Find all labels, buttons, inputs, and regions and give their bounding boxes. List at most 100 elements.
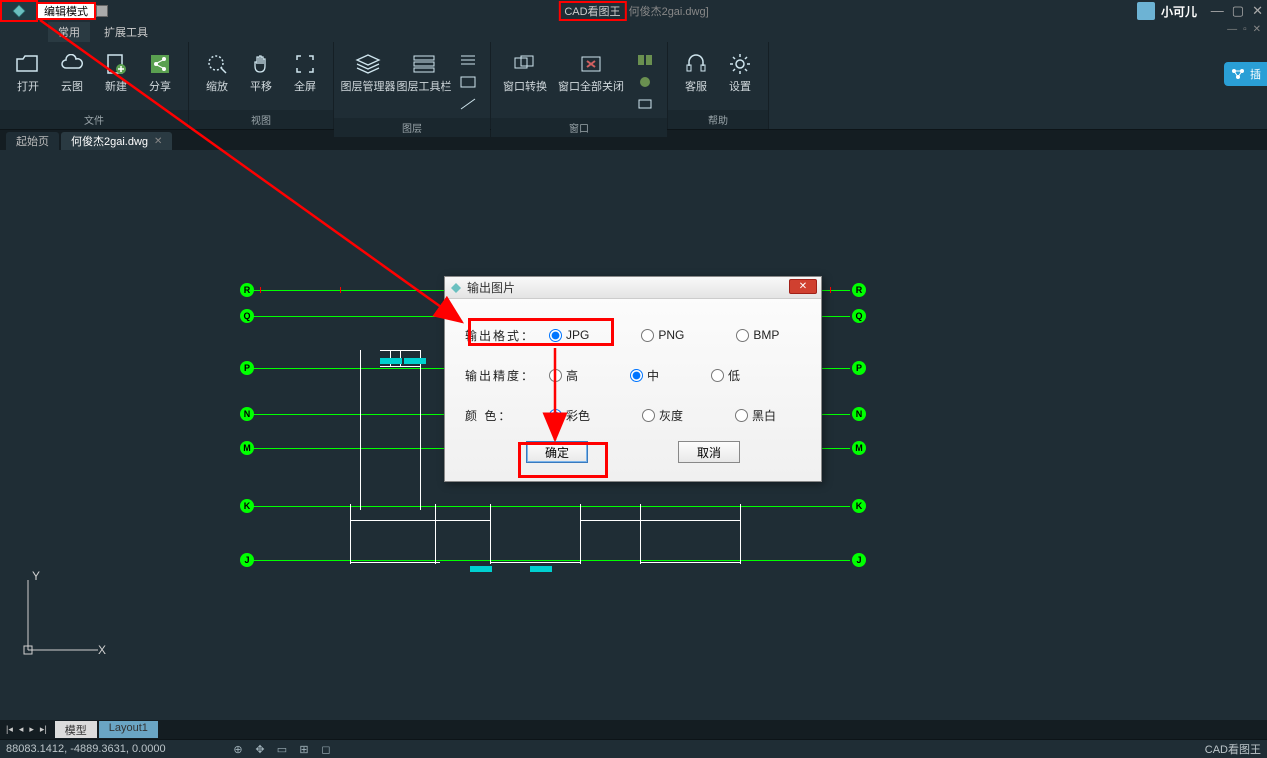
ribbon-group-file: 打开 云图 新建 分享 文件 xyxy=(0,42,189,129)
layer-q2[interactable] xyxy=(456,72,480,92)
hand-icon xyxy=(247,50,275,78)
row-format: 输出格式： JPG PNG BMP xyxy=(465,315,801,355)
dialog-title: 输出图片 xyxy=(467,279,515,296)
tool-grid[interactable]: ⊞ xyxy=(296,741,312,757)
share-button[interactable]: 分享 xyxy=(138,46,182,110)
layer-toolbar-button[interactable]: 图层工具栏 xyxy=(396,46,452,118)
new-file-icon xyxy=(102,50,130,78)
cancel-button[interactable]: 取消 xyxy=(678,441,740,463)
tool-ortho[interactable]: ◻ xyxy=(318,741,334,757)
label-color: 颜 色： xyxy=(465,407,549,424)
avatar[interactable] xyxy=(1137,2,1155,20)
label-format: 输出格式： xyxy=(465,327,549,344)
layer-q1[interactable] xyxy=(456,50,480,70)
child-close[interactable]: ✕ xyxy=(1253,24,1261,35)
child-window-controls: — ▫ ✕ xyxy=(1227,24,1261,35)
brand: CAD看图王 xyxy=(1205,741,1261,757)
window-switch-icon xyxy=(511,50,539,78)
new-button[interactable]: 新建 xyxy=(94,46,138,110)
pan-button[interactable]: 平移 xyxy=(239,46,283,110)
window-closeall-button[interactable]: 窗口全部关闭 xyxy=(553,46,629,118)
maximize-button[interactable]: ▢ xyxy=(1232,3,1244,19)
opt-gray[interactable]: 灰度 xyxy=(642,407,683,424)
menu-ext[interactable]: 扩展工具 xyxy=(94,22,158,42)
window-title: CAD看图王 何俊杰2gai.dwg] xyxy=(558,1,708,21)
tool-pan[interactable]: ✥ xyxy=(252,741,268,757)
opt-color[interactable]: 彩色 xyxy=(549,407,590,424)
layers-list-icon xyxy=(410,50,438,78)
win-q1[interactable] xyxy=(633,50,657,70)
cloud-nodes-icon xyxy=(1230,67,1246,81)
headset-icon xyxy=(682,50,710,78)
dialog-app-icon xyxy=(449,281,463,295)
opt-mid[interactable]: 中 xyxy=(630,367,659,384)
opt-jpg[interactable]: JPG xyxy=(549,328,589,342)
export-dialog: 输出图片 ✕ 输出格式： JPG PNG BMP 输出精度： 高 中 低 颜 色… xyxy=(444,276,822,482)
file-name-suffix: 何俊杰2gai.dwg] xyxy=(629,3,709,19)
tool-snap[interactable]: ▭ xyxy=(274,741,290,757)
opt-low[interactable]: 低 xyxy=(711,367,740,384)
gear-icon xyxy=(726,50,754,78)
status-bar: 88083.1412, -4889.3631, 0.0000 ⊕ ✥ ▭ ⊞ ◻… xyxy=(0,739,1267,758)
app-logo[interactable] xyxy=(0,0,38,22)
group-label-view: 视图 xyxy=(189,110,333,129)
user-name: 小可儿 xyxy=(1161,3,1197,20)
svg-text:Y: Y xyxy=(32,570,40,583)
zoom-icon xyxy=(203,50,231,78)
child-minimize[interactable]: — xyxy=(1227,24,1237,35)
zoom-button[interactable]: 缩放 xyxy=(195,46,239,110)
group-label-layer: 图层 xyxy=(334,118,490,137)
dialog-close-button[interactable]: ✕ xyxy=(789,279,817,294)
row-precision: 输出精度： 高 中 低 xyxy=(465,355,801,395)
layout-last[interactable]: ▸| xyxy=(38,724,49,735)
menu-common[interactable]: 常用 xyxy=(48,22,90,42)
layer-quick-stack xyxy=(452,46,484,118)
close-button[interactable]: ✕ xyxy=(1252,3,1263,19)
opt-bmp[interactable]: BMP xyxy=(736,328,779,342)
dialog-titlebar[interactable]: 输出图片 ✕ xyxy=(445,277,821,299)
service-button[interactable]: 客服 xyxy=(674,46,718,110)
window-switch-button[interactable]: 窗口转换 xyxy=(497,46,553,118)
tab-file[interactable]: 何俊杰2gai.dwg✕ xyxy=(61,132,172,150)
tab-close-icon[interactable]: ✕ xyxy=(154,136,162,147)
layer-q3[interactable] xyxy=(456,94,480,114)
cloud-side-button[interactable]: 插 xyxy=(1224,62,1267,86)
opt-png[interactable]: PNG xyxy=(641,328,684,342)
group-label-window: 窗口 xyxy=(491,118,667,137)
ribbon-group-window: 窗口转换 窗口全部关闭 窗口 xyxy=(491,42,668,129)
open-button[interactable]: 打开 xyxy=(6,46,50,110)
label-precision: 输出精度： xyxy=(465,367,549,384)
win-q3[interactable] xyxy=(633,94,657,114)
child-restore[interactable]: ▫ xyxy=(1243,24,1247,35)
layer-manager-button[interactable]: 图层管理器 xyxy=(340,46,396,118)
tab-start[interactable]: 起始页 xyxy=(6,132,59,150)
ribbon-group-view: 缩放 平移 全屏 视图 xyxy=(189,42,334,129)
tab-model[interactable]: 模型 xyxy=(55,721,97,738)
cloud-side-label: 插 xyxy=(1250,66,1261,82)
opt-bw[interactable]: 黑白 xyxy=(735,407,776,424)
svg-text:X: X xyxy=(98,643,106,657)
tool-zoom-extents[interactable]: ⊕ xyxy=(230,741,246,757)
mode-label: 编辑模式 xyxy=(36,2,96,20)
opt-high[interactable]: 高 xyxy=(549,367,578,384)
window-close-icon xyxy=(577,50,605,78)
mode-dropdown-icon[interactable] xyxy=(96,5,108,17)
fullscreen-button[interactable]: 全屏 xyxy=(283,46,327,110)
title-bar: 编辑模式 CAD看图王 何俊杰2gai.dwg] 小可儿 — ▢ ✕ xyxy=(0,0,1267,22)
layout-bar: |◂ ◂ ▸ ▸| 模型 Layout1 xyxy=(0,720,1267,739)
ok-button[interactable]: 确定 xyxy=(526,441,588,463)
layout-first[interactable]: |◂ xyxy=(4,724,15,735)
tab-layout1[interactable]: Layout1 xyxy=(99,721,158,738)
share-icon xyxy=(146,50,174,78)
group-label-help: 帮助 xyxy=(668,110,768,129)
minimize-button[interactable]: — xyxy=(1211,3,1224,19)
layout-nav: |◂ ◂ ▸ ▸| xyxy=(0,724,53,735)
fullscreen-icon xyxy=(291,50,319,78)
layout-prev[interactable]: ◂ xyxy=(17,724,26,735)
settings-button[interactable]: 设置 xyxy=(718,46,762,110)
dialog-body: 输出格式： JPG PNG BMP 输出精度： 高 中 低 颜 色： 彩色 灰度… xyxy=(445,299,821,467)
ribbon: 打开 云图 新建 分享 文件 缩放 平移 全屏 视图 图层管理器 图层工具栏 图… xyxy=(0,42,1267,130)
win-q2[interactable] xyxy=(633,72,657,92)
cloud-button[interactable]: 云图 xyxy=(50,46,94,110)
layout-next[interactable]: ▸ xyxy=(27,724,36,735)
